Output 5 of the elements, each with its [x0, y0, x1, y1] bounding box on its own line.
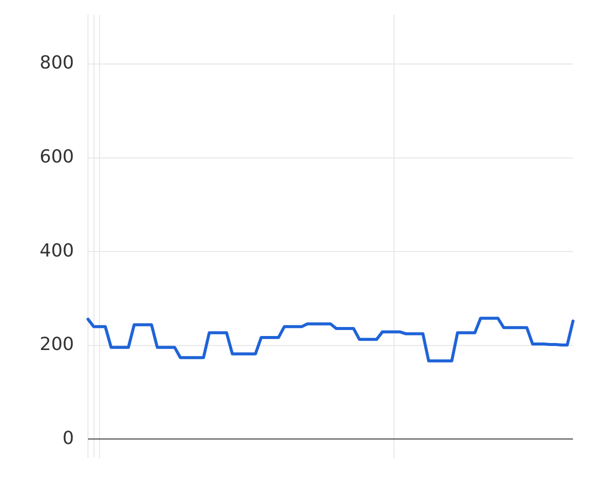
- y-tick-label: 800: [40, 52, 74, 74]
- y-tick-label: 400: [40, 240, 74, 262]
- y-tick-label: 600: [40, 146, 74, 168]
- y-tick-label: 200: [40, 334, 74, 356]
- y-tick-label: 0: [62, 428, 74, 449]
